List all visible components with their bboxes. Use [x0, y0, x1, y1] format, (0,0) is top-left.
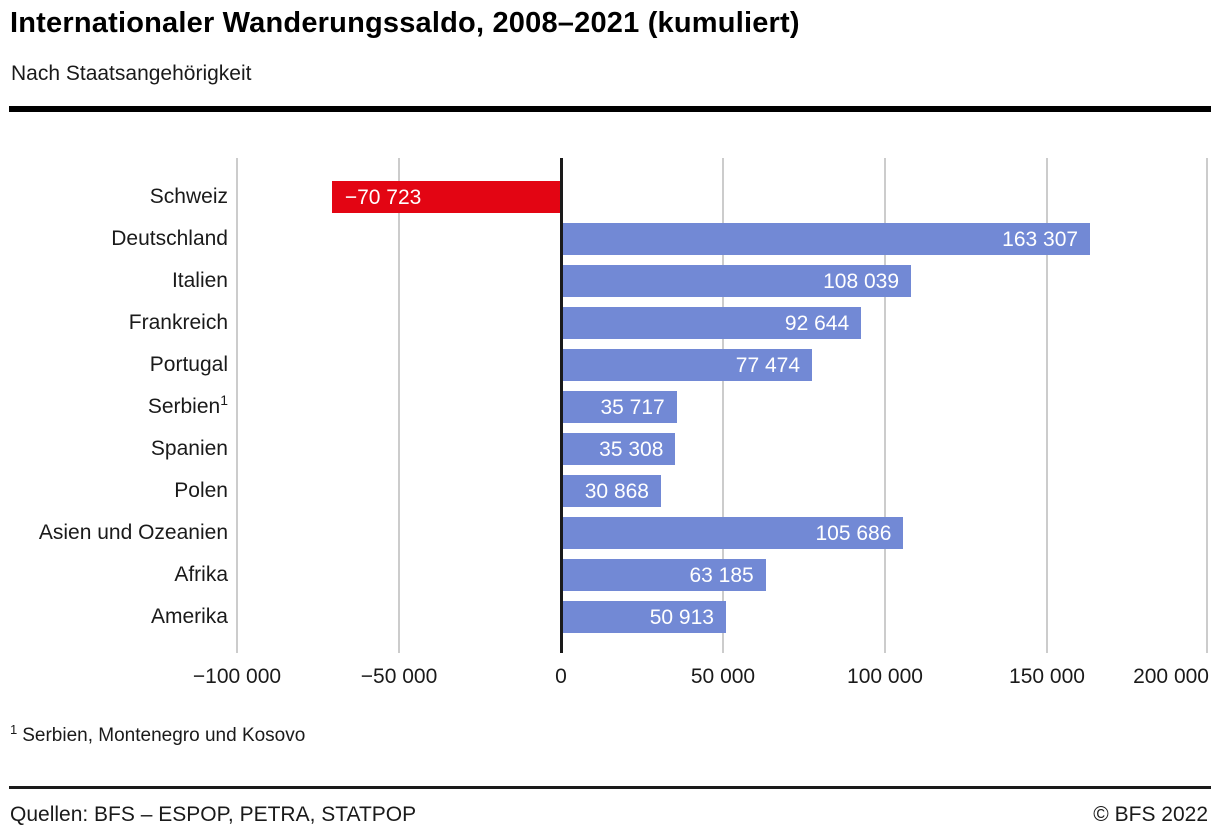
category-label-text: Italien: [171, 269, 228, 292]
category-label: Afrika: [0, 559, 228, 591]
gridline: [722, 158, 724, 653]
zero-axis-line: [559, 158, 563, 653]
category-label: Portugal: [0, 349, 228, 381]
bar-area: 50 913: [237, 601, 1209, 633]
x-axis-tick-label: 100 000: [847, 665, 923, 688]
bar-area: 77 474: [237, 349, 1209, 381]
bar-area: 92 644: [237, 307, 1209, 339]
chart-row: Afrika 63 185: [0, 559, 1209, 591]
bar-spanien: 35 308: [560, 433, 676, 465]
category-label-text: Polen: [174, 479, 228, 502]
footer-divider: [9, 786, 1211, 789]
category-label: Deutschland: [0, 223, 228, 255]
chart-row: Deutschland 163 307: [0, 223, 1209, 255]
plot-area: [236, 158, 1209, 653]
category-label: Italien: [0, 265, 228, 297]
x-axis-tick-label: −100 000: [192, 665, 282, 688]
chart-row: Asien und Ozeanien 105 686: [0, 517, 1209, 549]
header-divider: [9, 106, 1211, 112]
footnote: 1 Serbien, Montenegro und Kosovo: [10, 722, 305, 747]
bar-value-label: 35 717: [600, 396, 665, 419]
category-label-text: Asien und Ozeanien: [38, 521, 228, 544]
bar-area: 108 039: [237, 265, 1209, 297]
bar-value-label: −70 723: [344, 186, 422, 209]
chart-row: Serbien1 35 717: [0, 391, 1209, 423]
category-label: Amerika: [0, 601, 228, 633]
bar-area: 30 868: [237, 475, 1209, 507]
bar-value-label: 35 308: [599, 438, 664, 461]
category-label-text: Frankreich: [128, 311, 228, 334]
category-label-text: Afrika: [174, 563, 228, 586]
chart-row: Portugal 77 474: [0, 349, 1209, 381]
x-axis-tick-label: −50 000: [360, 665, 438, 688]
chart-row: Polen 30 868: [0, 475, 1209, 507]
category-label-text: Serbien: [147, 395, 221, 418]
bar-area: 63 185: [237, 559, 1209, 591]
bar-serbien: 35 717: [560, 391, 677, 423]
category-label-text: Amerika: [150, 605, 228, 628]
chart-row: Spanien 35 308: [0, 433, 1209, 465]
page-title: Internationaler Wanderungssaldo, 2008–20…: [10, 7, 800, 39]
bar-value-label: 92 644: [784, 312, 850, 335]
x-axis-tick-label: 0: [555, 665, 567, 688]
bar-rows: Schweiz −70 723 Deutschland 163 307 Ital…: [0, 181, 1209, 643]
x-axis-tick-label: 50 000: [690, 665, 756, 688]
gridline: [1046, 158, 1048, 653]
bar-afrika: 63 185: [560, 559, 766, 591]
footnote-text: Serbien, Montenegro und Kosovo: [22, 725, 306, 747]
category-label-sup: 1: [220, 392, 228, 408]
category-label: Schweiz: [0, 181, 228, 213]
bar-portugal: 77 474: [560, 349, 812, 381]
chart-row: Frankreich 92 644: [0, 307, 1209, 339]
footer-copyright: © BFS 2022: [1093, 803, 1208, 826]
category-label: Spanien: [0, 433, 228, 465]
chart-row: Italien 108 039: [0, 265, 1209, 297]
bar-italien: 108 039: [560, 265, 912, 297]
category-label: Frankreich: [0, 307, 228, 339]
category-label-text: Spanien: [150, 437, 228, 460]
bar-schweiz: −70 723: [331, 181, 561, 213]
gridline: [236, 158, 238, 653]
bar-polen: 30 868: [560, 475, 661, 507]
category-label-text: Deutschland: [111, 227, 228, 250]
bar-frankreich: 92 644: [560, 307, 862, 339]
bar-area: 163 307: [237, 223, 1209, 255]
bar-area: 35 717: [237, 391, 1209, 423]
bar-area: −70 723: [237, 181, 1209, 213]
x-axis-tick-label: 150 000: [1009, 665, 1085, 688]
footnote-marker: 1: [10, 722, 18, 737]
page-subtitle: Nach Staatsangehörigkeit: [11, 62, 252, 85]
gridline: [398, 158, 400, 653]
gridline: [1206, 158, 1208, 653]
bar-value-label: 108 039: [823, 270, 900, 293]
bar-value-label: 50 913: [649, 606, 714, 629]
bar-area: 105 686: [237, 517, 1209, 549]
bar-asien-und-ozeanien: 105 686: [560, 517, 904, 549]
bar-value-label: 77 474: [735, 354, 800, 377]
bar-value-label: 163 307: [1002, 228, 1079, 251]
chart-row: Amerika 50 913: [0, 601, 1209, 633]
category-label: Asien und Ozeanien: [0, 517, 228, 549]
category-label: Serbien1: [0, 391, 228, 423]
bar-value-label: 63 185: [689, 564, 754, 587]
category-label-text: Portugal: [149, 353, 228, 376]
bar-area: 35 308: [237, 433, 1209, 465]
bar-value-label: 30 868: [584, 480, 649, 503]
chart-row: Schweiz −70 723: [0, 181, 1209, 213]
category-label: Polen: [0, 475, 228, 507]
bar-amerika: 50 913: [560, 601, 726, 633]
category-label-text: Schweiz: [149, 185, 228, 208]
gridline: [884, 158, 886, 653]
x-axis-tick-label: 200 000: [1133, 665, 1209, 688]
bar-value-label: 105 686: [815, 522, 892, 545]
bar-deutschland: 163 307: [560, 223, 1091, 255]
footer-sources: Quellen: BFS – ESPOP, PETRA, STATPOP: [10, 803, 417, 826]
